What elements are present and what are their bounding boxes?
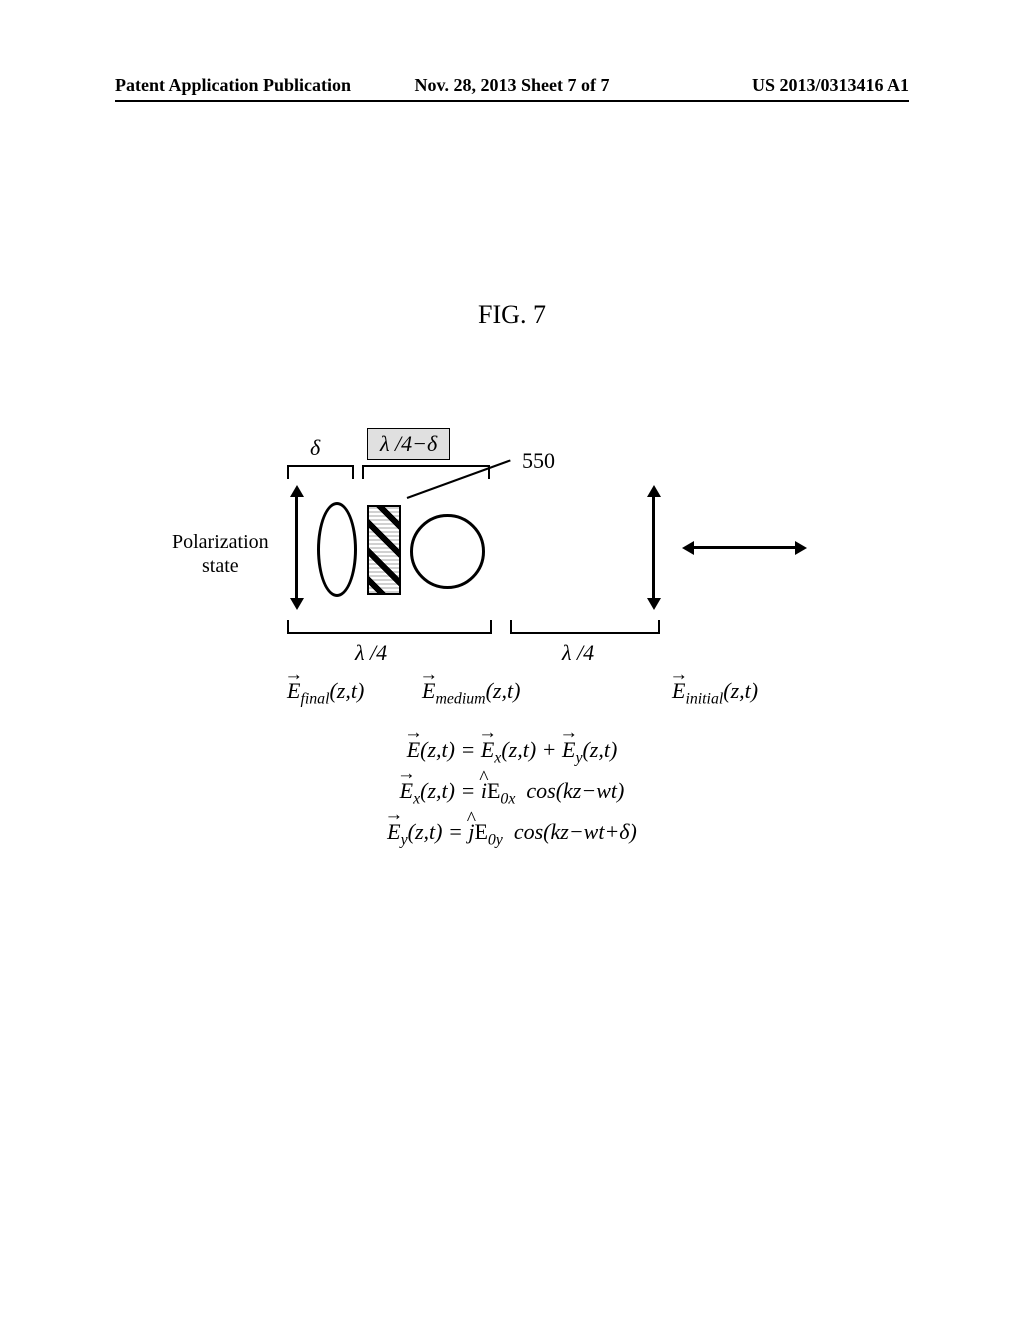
E-init-vec: E xyxy=(672,678,685,704)
polarization-state-label: Polarization state xyxy=(172,530,269,578)
header-right: US 2013/0313416 A1 xyxy=(752,75,909,96)
E-final-sub: final xyxy=(300,690,329,707)
eq3-lhs: E xyxy=(387,815,400,849)
E-med-sub: medium xyxy=(435,690,485,707)
figure-title: FIG. 7 xyxy=(478,300,546,330)
E-med-args: (z,t) xyxy=(486,678,521,703)
bracket-lambda4-minus-delta xyxy=(362,465,490,479)
eq1-rhs1-args: (z,t) xyxy=(501,737,536,762)
E-init-sub: initial xyxy=(685,690,723,707)
lambda4-right-label: λ /4 xyxy=(562,640,594,666)
bracket-lambda4-left xyxy=(287,620,492,634)
eq2-equals: = xyxy=(460,778,480,803)
header-rule xyxy=(115,100,909,102)
E-med-vec: E xyxy=(422,678,435,704)
polarization-diagram: Polarization state 550 δ λ /4−δ λ /4 λ /… xyxy=(192,400,832,730)
lambda4-left-label: λ /4 xyxy=(355,640,387,666)
waveplate-550 xyxy=(367,505,401,595)
eq2-coef: E xyxy=(487,778,500,803)
eq1-lhs-args: (z,t) xyxy=(420,737,455,762)
delta-label: δ xyxy=(310,435,320,461)
eq3-lhs-args: (z,t) xyxy=(408,819,443,844)
linear-polarization-final xyxy=(295,495,298,600)
linear-polarization-initial xyxy=(692,546,797,549)
callout-number: 550 xyxy=(522,448,555,474)
equation-3: Ey(z,t) = jE0y cos(kz−wt+δ) xyxy=(192,815,832,853)
E-medium-label: Emedium(z,t) xyxy=(422,678,520,708)
equation-1: E(z,t) = Ex(z,t) + Ey(z,t) xyxy=(192,733,832,771)
header-center: Nov. 28, 2013 Sheet 7 of 7 xyxy=(415,75,610,96)
E-final-label: Efinal(z,t) xyxy=(287,678,364,708)
bracket-lambda4-right xyxy=(510,620,660,634)
bracket-delta xyxy=(287,465,354,479)
eq3-coef-sub: 0y xyxy=(488,831,503,848)
lambda4-minus-delta-box: λ /4−δ xyxy=(367,428,450,460)
eq2-lhs-args: (z,t) xyxy=(420,778,455,803)
eq3-hat: j xyxy=(468,815,474,849)
header-left: Patent Application Publication xyxy=(115,75,351,96)
eq2-coef-sub: 0x xyxy=(500,790,515,807)
eq1-rhs2-args: (z,t) xyxy=(582,737,617,762)
equations: E(z,t) = Ex(z,t) + Ey(z,t) Ex(z,t) = iE0… xyxy=(192,730,832,856)
pol-label-line1: Polarization xyxy=(172,530,269,554)
E-final-args: (z,t) xyxy=(329,678,364,703)
E-final-vec: E xyxy=(287,678,300,704)
eq3-cos: cos(kz−wt+δ) xyxy=(514,819,637,844)
pol-label-line2: state xyxy=(172,554,269,578)
equation-2: Ex(z,t) = iE0x cos(kz−wt) xyxy=(192,774,832,812)
E-initial-label: Einitial(z,t) xyxy=(672,678,758,708)
eq3-coef: E xyxy=(474,819,487,844)
eq2-hat: i xyxy=(481,774,487,808)
eq2-cos: cos(kz−wt) xyxy=(526,778,624,803)
eq1-rhs1: E xyxy=(481,733,494,767)
linear-polarization-medium xyxy=(652,495,655,600)
eq3-equals: = xyxy=(448,819,468,844)
eq3-lhs-sub: y xyxy=(401,831,408,848)
E-init-args: (z,t) xyxy=(723,678,758,703)
elliptical-polarization xyxy=(317,502,357,597)
circular-polarization xyxy=(410,514,485,589)
eq1-rhs2: E xyxy=(562,733,575,767)
